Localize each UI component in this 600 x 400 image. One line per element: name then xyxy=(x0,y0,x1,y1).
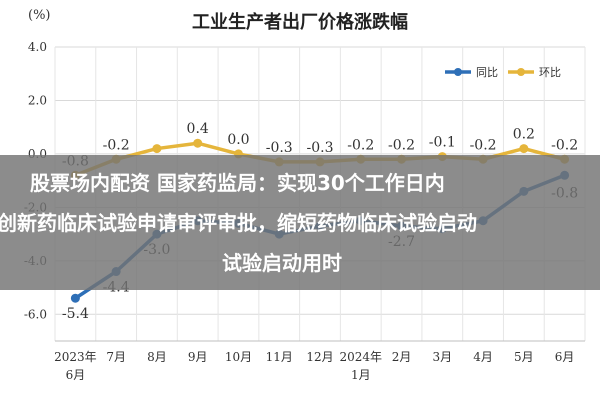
overlay-line-1: 股票场内配资 国家药监局：实现30个工作日内 xyxy=(30,171,445,195)
x-tick-label: 7月 xyxy=(106,350,126,364)
chart-title: 工业生产者出厂价格涨跌幅 xyxy=(192,12,408,33)
x-tick-label: 5月 xyxy=(514,350,534,364)
data-label: 0.2 xyxy=(513,127,535,143)
overlay-line-2: 创新药临床试验申请审评审批，缩短药物临床试验启动 xyxy=(0,211,477,235)
legend-label-1: 环比 xyxy=(539,66,561,79)
x-tick-label: 11月 xyxy=(266,350,293,364)
x-tick-label: 8月 xyxy=(147,350,167,364)
y-tick-label: 2.0 xyxy=(28,93,47,107)
data-label: -0.3 xyxy=(266,140,293,156)
data-label: -0.2 xyxy=(551,137,578,153)
legend-marker-0 xyxy=(454,68,462,76)
overlay-line-3: 试验启动用时 xyxy=(222,251,342,275)
x-tick-label: 12月 xyxy=(306,350,333,364)
y-tick-label: -6.0 xyxy=(24,307,47,321)
data-label: -0.2 xyxy=(388,137,415,153)
x-tick-label: 6月 xyxy=(66,368,86,382)
news-overlay-banner: 股票场内配资 国家药监局：实现30个工作日内 创新药临床试验申请审评审批，缩短药… xyxy=(0,155,600,290)
x-tick-label: 4月 xyxy=(473,350,493,364)
series-point-1 xyxy=(193,138,203,148)
data-label: -0.3 xyxy=(307,140,334,156)
series-point-1 xyxy=(152,144,162,154)
legend-label-0: 同比 xyxy=(476,66,498,79)
x-tick-label: 3月 xyxy=(432,350,452,364)
series-point-0 xyxy=(70,293,80,303)
data-label: -0.1 xyxy=(429,135,456,151)
x-tick-label: 6月 xyxy=(555,350,575,364)
x-tick-label: 2月 xyxy=(392,350,412,364)
data-label: -5.4 xyxy=(62,306,89,322)
x-tick-label: 10月 xyxy=(225,350,252,364)
data-label: 0.0 xyxy=(227,132,249,148)
data-label: -0.2 xyxy=(347,137,374,153)
data-label: 0.4 xyxy=(187,121,209,137)
legend-marker-1 xyxy=(517,68,525,76)
y-tick-label: 4.0 xyxy=(28,40,47,54)
x-tick-label: 2023年 xyxy=(54,350,97,364)
x-tick-label: 2024年 xyxy=(339,350,382,364)
data-label: -0.2 xyxy=(470,137,497,153)
data-label: -0.2 xyxy=(103,137,130,153)
series-point-1 xyxy=(519,144,529,154)
x-tick-label: 1月 xyxy=(351,368,371,382)
y-axis-unit: (%) xyxy=(28,8,51,23)
x-tick-label: 9月 xyxy=(188,350,208,364)
